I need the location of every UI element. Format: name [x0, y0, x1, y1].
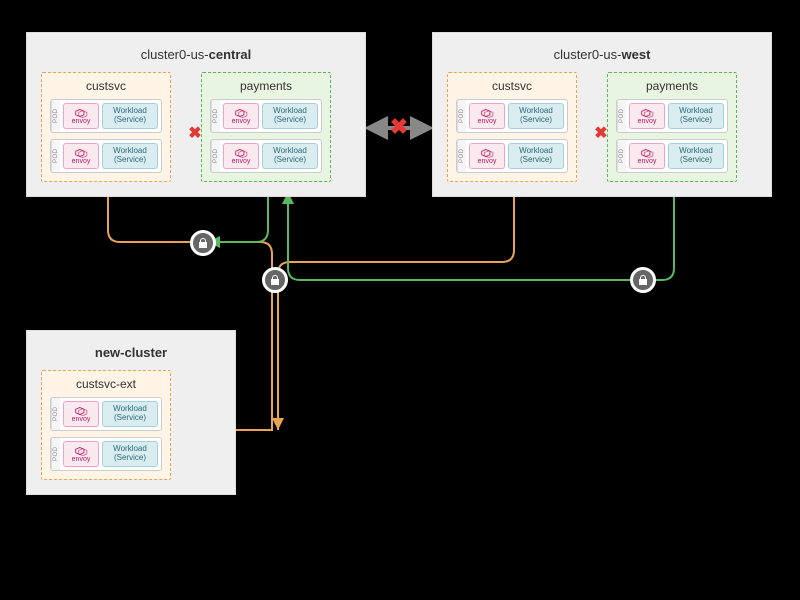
pod-label: POD: [457, 100, 466, 132]
namespace-title: custsvc-ext: [50, 377, 162, 391]
envoy-proxy: envoy: [629, 103, 665, 129]
pod-label: POD: [51, 100, 60, 132]
workload-service: Workload(Service): [262, 103, 318, 129]
pod-label: POD: [617, 140, 626, 172]
workload-service: Workload(Service): [102, 103, 158, 129]
pod: PODenvoyWorkload(Service): [50, 139, 162, 173]
namespace-title: custsvc: [50, 79, 162, 93]
namespace-title: custsvc: [456, 79, 568, 93]
blocked-icon: ✖: [186, 124, 204, 142]
cluster-title: cluster0-us-west: [447, 47, 757, 62]
connector-path: [288, 192, 674, 280]
workload-service: Workload(Service): [102, 401, 158, 427]
workload-service: Workload(Service): [262, 143, 318, 169]
connector-path: [208, 192, 268, 242]
blocked-icon: ✖: [592, 124, 610, 142]
workload-service: Workload(Service): [102, 441, 158, 467]
blocked-icon: ✖: [390, 118, 408, 136]
pod: PODenvoyWorkload(Service): [50, 437, 162, 471]
workload-service: Workload(Service): [508, 103, 564, 129]
workload-service: Workload(Service): [668, 103, 724, 129]
pod-label: POD: [457, 140, 466, 172]
envoy-proxy: envoy: [223, 143, 259, 169]
pod-label: POD: [51, 398, 60, 430]
envoy-proxy: envoy: [469, 143, 505, 169]
namespace-payments: paymentsPODenvoyWorkload(Service)PODenvo…: [607, 72, 737, 182]
envoy-proxy: envoy: [63, 143, 99, 169]
envoy-proxy: envoy: [63, 441, 99, 467]
cluster-new: new-clustercustsvc-extPODenvoyWorkload(S…: [26, 330, 236, 495]
envoy-proxy: envoy: [629, 143, 665, 169]
connector-path: [278, 192, 514, 430]
namespace-title: payments: [616, 79, 728, 93]
envoy-proxy: envoy: [63, 401, 99, 427]
pod-label: POD: [51, 140, 60, 172]
cluster-title: cluster0-us-central: [41, 47, 351, 62]
pod-label: POD: [51, 438, 60, 470]
pod: PODenvoyWorkload(Service): [50, 99, 162, 133]
pod: PODenvoyWorkload(Service): [616, 99, 728, 133]
envoy-proxy: envoy: [469, 103, 505, 129]
namespace-custsvc: custsvcPODenvoyWorkload(Service)PODenvoy…: [447, 72, 577, 182]
lock-icon: [262, 267, 288, 293]
pod: PODenvoyWorkload(Service): [456, 139, 568, 173]
pod-label: POD: [211, 140, 220, 172]
pod: PODenvoyWorkload(Service): [456, 99, 568, 133]
lock-icon: [630, 267, 656, 293]
pod: PODenvoyWorkload(Service): [616, 139, 728, 173]
namespace-row: custsvc-extPODenvoyWorkload(Service)PODe…: [41, 370, 221, 480]
workload-service: Workload(Service): [508, 143, 564, 169]
pod: PODenvoyWorkload(Service): [50, 397, 162, 431]
workload-service: Workload(Service): [668, 143, 724, 169]
namespace-payments: paymentsPODenvoyWorkload(Service)PODenvo…: [201, 72, 331, 182]
envoy-proxy: envoy: [223, 103, 259, 129]
cluster-west: cluster0-us-westcustsvcPODenvoyWorkload(…: [432, 32, 772, 197]
pod: PODenvoyWorkload(Service): [210, 139, 322, 173]
pod-label: POD: [617, 100, 626, 132]
namespace-custsvc: custsvcPODenvoyWorkload(Service)PODenvoy…: [41, 72, 171, 182]
cluster-title: new-cluster: [41, 345, 221, 360]
namespace-title: payments: [210, 79, 322, 93]
envoy-proxy: envoy: [63, 103, 99, 129]
lock-icon: [190, 230, 216, 256]
cluster-central: cluster0-us-centralcustsvcPODenvoyWorklo…: [26, 32, 366, 197]
pod: PODenvoyWorkload(Service): [210, 99, 322, 133]
pod-label: POD: [211, 100, 220, 132]
workload-service: Workload(Service): [102, 143, 158, 169]
namespace-custsvc-ext: custsvc-extPODenvoyWorkload(Service)PODe…: [41, 370, 171, 480]
